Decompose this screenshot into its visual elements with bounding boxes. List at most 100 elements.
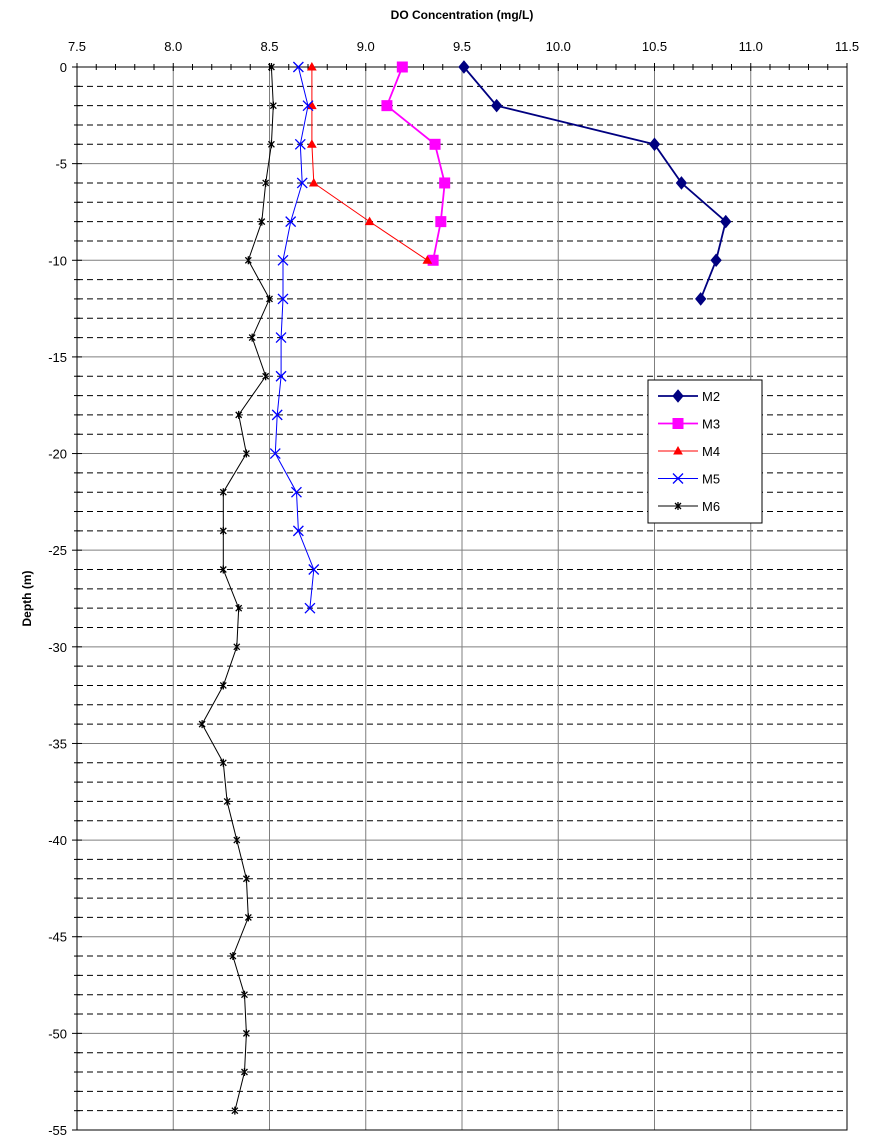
y-tick-label: -20 xyxy=(48,447,67,462)
legend-entry-m6: M6 xyxy=(658,499,720,514)
data-point-m6 xyxy=(242,1029,250,1038)
data-point-m2 xyxy=(720,214,732,229)
x-axis-title: DO Concentration (mg/L) xyxy=(391,8,534,22)
data-point-m6 xyxy=(219,526,227,535)
data-point-m5 xyxy=(308,564,320,575)
data-point-m5 xyxy=(269,448,281,460)
data-point-m2 xyxy=(675,176,688,190)
data-point-m5 xyxy=(292,525,304,537)
y-tick-label: -30 xyxy=(48,640,67,655)
data-point-m3 xyxy=(429,138,441,150)
legend-swatch-marker xyxy=(672,389,684,403)
legend-entry-m4: M4 xyxy=(658,444,720,459)
legend-swatch-marker xyxy=(672,418,684,429)
data-point-m5 xyxy=(290,486,302,498)
data-point-m6 xyxy=(235,604,243,613)
data-point-m4 xyxy=(306,61,317,71)
data-point-m4 xyxy=(308,177,319,187)
legend: M2 M3 M4 M5 M6 xyxy=(647,379,763,524)
series-m5 xyxy=(269,61,320,614)
y-tick-label: -5 xyxy=(55,157,67,172)
x-tick-label: 10.0 xyxy=(546,39,571,54)
data-point-m6 xyxy=(242,874,250,883)
data-point-m6 xyxy=(244,256,252,265)
series-line-m6 xyxy=(201,66,274,1111)
legend-swatch-marker xyxy=(672,473,684,484)
data-point-m6 xyxy=(241,990,248,999)
data-point-m6 xyxy=(258,217,266,226)
legend-entry-m5: M5 xyxy=(658,472,720,487)
data-point-m6 xyxy=(198,720,206,729)
y-tick-label: -50 xyxy=(48,1026,67,1041)
data-point-m2 xyxy=(648,137,661,152)
y-tick-label: -15 xyxy=(48,350,67,365)
x-tick-label: 9.5 xyxy=(453,39,471,54)
data-point-m5 xyxy=(275,370,287,382)
data-point-m2 xyxy=(490,98,503,113)
legend-label: M2 xyxy=(702,389,720,404)
legend-label: M3 xyxy=(702,417,720,432)
data-point-m6 xyxy=(233,642,241,651)
data-point-m6 xyxy=(269,101,277,110)
data-point-m3 xyxy=(435,216,447,228)
data-point-m6 xyxy=(235,410,243,419)
data-point-m6 xyxy=(241,1068,248,1077)
y-axis-title: Depth (m) xyxy=(20,571,34,627)
data-point-m6 xyxy=(262,178,270,187)
x-tick-label: 11.5 xyxy=(835,39,859,54)
legend-entry-m3: M3 xyxy=(658,417,720,432)
data-point-m5 xyxy=(277,293,289,305)
x-tick-label: 8.0 xyxy=(164,39,182,54)
series-line-m3 xyxy=(385,66,446,261)
data-point-m2 xyxy=(458,60,470,74)
data-point-m5 xyxy=(294,138,306,150)
data-point-m5 xyxy=(277,254,289,266)
data-point-m4 xyxy=(422,255,433,264)
data-point-m5 xyxy=(275,332,287,344)
data-point-m5 xyxy=(304,602,316,614)
y-tick-label: -45 xyxy=(48,930,67,945)
legend-swatch-marker xyxy=(673,445,683,455)
y-tick-label: -40 xyxy=(48,833,67,848)
legend-label: M5 xyxy=(702,472,720,487)
data-point-m3 xyxy=(396,61,408,73)
y-tick-label: -10 xyxy=(48,253,67,268)
data-point-m3 xyxy=(381,100,393,112)
data-point-m5 xyxy=(296,177,308,189)
series-line-m4 xyxy=(311,67,428,261)
series-m2 xyxy=(458,60,732,306)
data-point-m6 xyxy=(223,797,231,806)
data-point-m6 xyxy=(242,449,250,458)
data-point-m6 xyxy=(219,565,227,574)
data-point-m5 xyxy=(302,100,314,112)
data-point-m2 xyxy=(710,253,722,268)
x-tick-label: 7.5 xyxy=(68,39,86,54)
data-point-m6 xyxy=(267,140,275,149)
data-point-m6 xyxy=(219,488,227,497)
legend-label: M6 xyxy=(702,499,720,514)
legend-label: M4 xyxy=(702,444,720,459)
data-point-m4 xyxy=(306,139,317,148)
data-point-m6 xyxy=(262,372,270,381)
data-point-m6 xyxy=(219,681,227,690)
grid-lines xyxy=(76,66,848,1131)
axes: 7.5 8.0 8.5 9.0 9.5 10.0 10.5 11.0 11.5 0 -5 -10 -15… xyxy=(48,39,859,1138)
legend-entry-m2: M2 xyxy=(658,389,720,404)
y-tick-label: -55 xyxy=(48,1123,67,1138)
data-point-m6 xyxy=(267,63,275,71)
y-tick-label: 0 xyxy=(60,60,67,75)
series-m4 xyxy=(306,61,433,264)
x-tick-label: 10.5 xyxy=(642,39,667,54)
data-point-m6 xyxy=(233,836,241,845)
x-tick-label: 9.0 xyxy=(357,39,375,54)
x-tick-label: 11.0 xyxy=(739,39,763,54)
x-tick-label: 8.5 xyxy=(260,39,278,54)
data-point-m6 xyxy=(219,758,227,767)
data-point-m4 xyxy=(364,216,375,226)
data-point-m6 xyxy=(231,1106,239,1115)
data-point-m2 xyxy=(695,292,707,306)
data-point-m6 xyxy=(244,913,252,922)
series-m6 xyxy=(198,63,277,1115)
series-m3 xyxy=(381,61,451,266)
